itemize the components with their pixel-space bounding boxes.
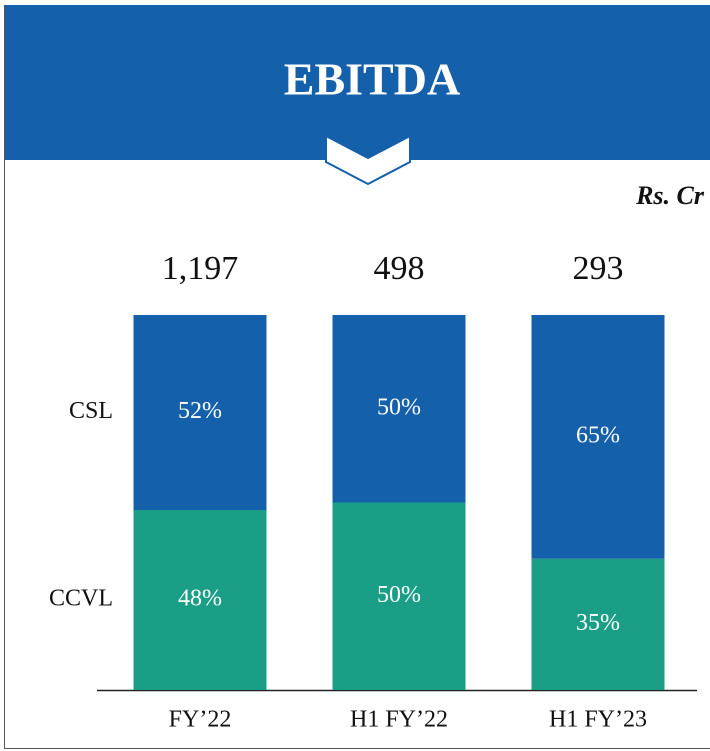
bar-segment [133,510,267,690]
value-label: 35% [576,610,620,636]
value-label: 50% [377,582,421,608]
value-label: 52% [178,398,222,424]
header-band [5,5,710,160]
chart-title: EBITDA [284,54,460,105]
legend-label: CSL [69,398,113,424]
chevron [325,134,411,186]
x-tick-label: H1 FY’22 [350,707,448,733]
bar-segment [332,315,466,503]
total-label: 498 [374,250,425,287]
x-tick-label: FY’22 [169,707,232,733]
total-label: 293 [573,250,624,287]
value-label: 50% [377,394,421,420]
total-label: 1,197 [162,250,239,287]
bar-segment [531,558,665,690]
value-label: 65% [576,422,620,448]
unit-label: Rs. Cr [635,181,705,210]
legend-label: CCVL [49,586,113,612]
value-label: 48% [178,586,222,612]
bar-segment [531,315,665,559]
bar-segment [332,502,466,690]
bar-segment [133,315,267,510]
x-tick-label: H1 FY’23 [549,707,647,733]
